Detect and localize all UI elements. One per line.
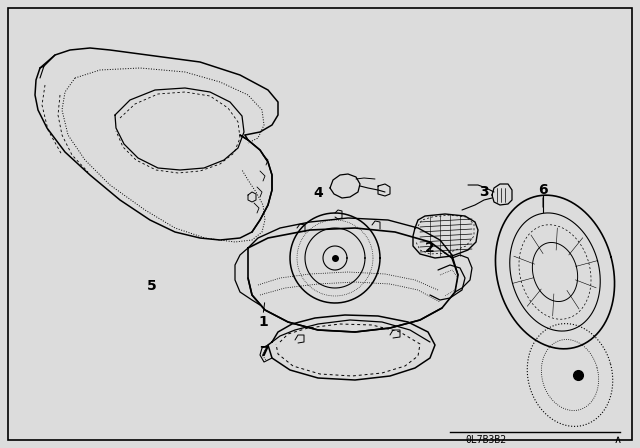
Text: 5: 5 [147,279,157,293]
Text: 6: 6 [538,183,548,197]
Text: 1: 1 [258,315,268,329]
Text: ∧: ∧ [614,435,622,445]
Text: 2: 2 [425,241,435,255]
Text: 3: 3 [479,185,489,199]
Text: 0L7B3B2: 0L7B3B2 [465,435,506,445]
Text: 4: 4 [313,186,323,200]
Text: 7: 7 [259,345,269,359]
